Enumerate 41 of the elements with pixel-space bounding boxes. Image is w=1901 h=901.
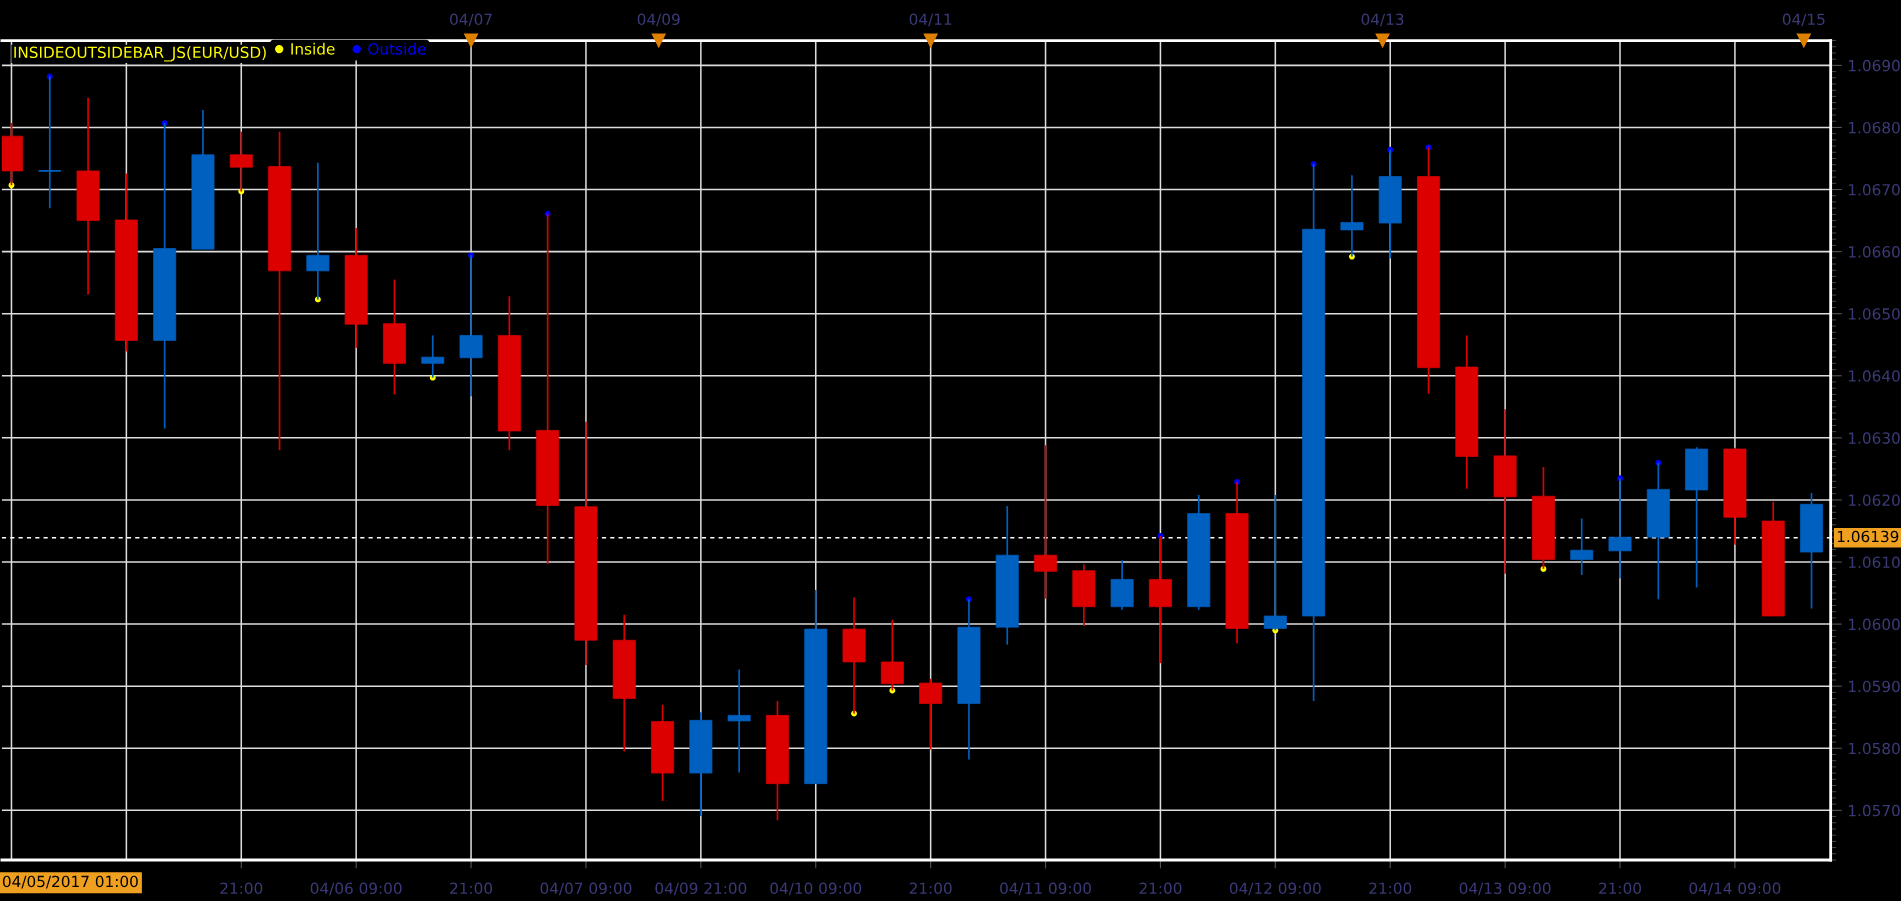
y-tick-label: 1.0610 <box>1849 556 1900 569</box>
x-tick-label: 21:00 <box>909 882 952 895</box>
x-tick-label: 04/10 09:00 <box>770 882 862 896</box>
y-tick-label: 1.0590 <box>1849 680 1900 693</box>
candlestick <box>1570 517 1594 576</box>
x-tick-label: 21:00 <box>1139 882 1182 895</box>
candlestick <box>1034 444 1057 600</box>
candlestick <box>727 668 751 774</box>
text: 04/07 <box>450 13 492 27</box>
text: 04/09 <box>637 13 680 27</box>
y-tick-label: 1.0650 <box>1849 308 1900 320</box>
y-tick-label: 1.0630 <box>1849 432 1900 444</box>
y-tick-label: 1.0570 <box>1849 804 1900 817</box>
x-tick-label: 04/13 09:00 <box>1459 882 1551 896</box>
text: 04/15 <box>1782 13 1825 27</box>
legend-title: INSIDEOUTSIDEBAR_JS(EUR/USD) <box>14 46 266 62</box>
x-tick-label: 21:00 <box>1369 882 1412 895</box>
text: 04/05/2017 01:00 <box>2 875 138 889</box>
x-tick-label: 04/06 09:00 <box>310 882 402 896</box>
y-tick-label: 1.0680 <box>1849 121 1900 134</box>
y-tick-label: 1.0690 <box>1849 59 1900 72</box>
legend-label: Outside <box>368 42 426 55</box>
x-tick-label: 04/07 09:00 <box>540 882 632 896</box>
y-tick-label: 1.0640 <box>1849 370 1900 382</box>
text: 04/11 <box>909 13 952 27</box>
y-tick-label: 1.0670 <box>1849 184 1900 196</box>
y-tick-label: 1.0580 <box>1849 742 1900 755</box>
y-tick-label: 1.0600 <box>1849 618 1900 631</box>
x-tick-label: 21:00 <box>450 882 493 895</box>
x-tick-label: 04/11 09:00 <box>1000 882 1091 896</box>
candlestick <box>919 677 943 751</box>
y-tick-label: 1.0620 <box>1849 494 1900 506</box>
text: 04/13 <box>1361 13 1404 27</box>
x-tick-label: 21:00 <box>1599 882 1642 895</box>
y-tick-label: 1.0660 <box>1849 246 1900 258</box>
ref-line-label: 1.06139 <box>1837 530 1899 543</box>
x-tick-label: 04/09 21:00 <box>655 882 747 896</box>
x-tick-label: 04/14 09:00 <box>1689 882 1781 896</box>
x-tick-label: 04/12 09:00 <box>1229 882 1321 896</box>
x-tick-label: 21:00 <box>220 882 263 895</box>
legend-label: Inside <box>291 42 335 55</box>
